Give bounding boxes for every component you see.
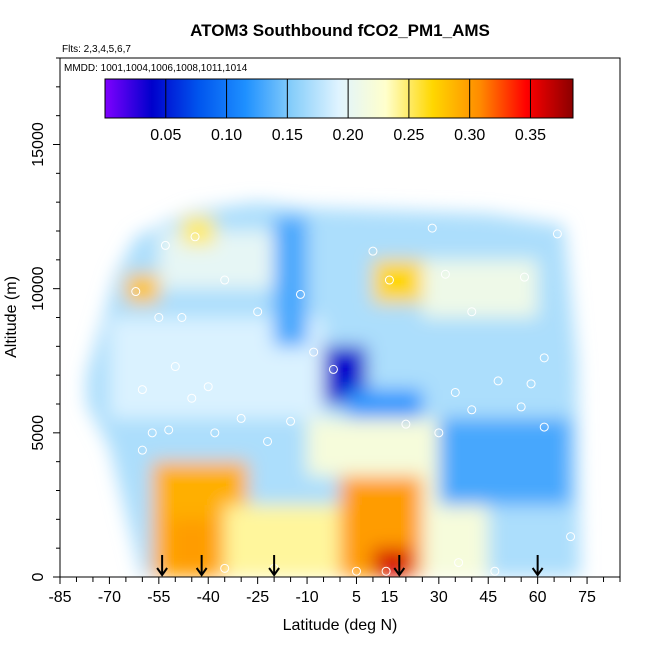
flights-note: Flts: 2,3,4,5,6,7 bbox=[62, 44, 131, 55]
sample-point bbox=[493, 376, 503, 386]
x-tick-label: -70 bbox=[98, 589, 121, 606]
sample-point bbox=[137, 385, 147, 395]
sample-point bbox=[220, 275, 230, 285]
sample-point bbox=[187, 393, 197, 403]
profile-arrow bbox=[531, 555, 544, 577]
sample-point bbox=[137, 445, 147, 455]
sample-point bbox=[526, 379, 536, 389]
heat-region bbox=[346, 389, 423, 419]
x-axis-title: Latitude (deg N) bbox=[283, 617, 398, 634]
x-tick-label: -25 bbox=[246, 589, 269, 606]
x-tick-label: 15 bbox=[381, 589, 399, 606]
heatmap-field bbox=[86, 202, 581, 577]
x-tick-label: -55 bbox=[147, 589, 170, 606]
sample-point bbox=[328, 364, 338, 374]
sample-point bbox=[368, 246, 378, 256]
x-tick-label: -10 bbox=[295, 589, 318, 606]
sample-point bbox=[434, 428, 444, 438]
heat-region bbox=[224, 504, 340, 577]
heat-region bbox=[438, 418, 571, 505]
sample-point bbox=[286, 416, 296, 426]
profile-arrows bbox=[156, 555, 544, 577]
sample-point bbox=[454, 558, 464, 568]
y-axis: 0 5000 10000 15000 bbox=[30, 57, 60, 581]
colorbar: 0.05 0.10 0.15 0.20 0.25 0.30 0.35 bbox=[104, 78, 574, 144]
sample-point bbox=[519, 272, 529, 282]
colorbar-tick-label: 0.25 bbox=[393, 127, 424, 144]
x-tick-label: 60 bbox=[529, 589, 547, 606]
heat-region bbox=[372, 548, 413, 577]
colorbar-tick-label: 0.10 bbox=[211, 127, 242, 144]
sample-point bbox=[401, 419, 411, 429]
colorbar-tick-label: 0.20 bbox=[333, 127, 364, 144]
sample-point bbox=[566, 532, 576, 542]
sample-points bbox=[131, 223, 576, 576]
colorbar-tick-label: 0.30 bbox=[454, 127, 485, 144]
x-tick-label: -40 bbox=[197, 589, 220, 606]
sample-point bbox=[552, 229, 562, 239]
sample-point bbox=[467, 405, 477, 415]
sample-point bbox=[263, 436, 273, 446]
sample-point bbox=[381, 566, 391, 576]
x-tick-label: 5 bbox=[352, 589, 361, 606]
sample-point bbox=[384, 275, 394, 285]
colorbar-tick-label: 0.05 bbox=[150, 127, 181, 144]
profile-arrow bbox=[156, 555, 168, 577]
sample-point bbox=[295, 289, 305, 299]
y-tick-label: 10000 bbox=[30, 266, 47, 311]
sample-point bbox=[147, 428, 157, 438]
sample-point bbox=[170, 362, 180, 372]
sample-point bbox=[236, 413, 246, 423]
profile-arrow bbox=[268, 555, 280, 577]
chart-title: ATOM3 Southbound fCO2_PM1_AMS bbox=[190, 21, 490, 40]
colorbar-tick-label: 0.35 bbox=[515, 127, 546, 144]
sample-point bbox=[164, 425, 174, 435]
heat-region bbox=[125, 274, 159, 304]
y-tick-label: 15000 bbox=[30, 122, 47, 167]
sample-point bbox=[516, 402, 526, 412]
sample-point bbox=[450, 387, 460, 397]
sample-point bbox=[490, 566, 500, 576]
profile-arrow bbox=[195, 555, 208, 577]
y-axis-title: Altitude (m) bbox=[3, 276, 20, 358]
colorbar-gradient bbox=[104, 78, 574, 119]
sample-point bbox=[253, 307, 263, 317]
sample-point bbox=[440, 269, 450, 279]
sample-point bbox=[190, 232, 200, 242]
mmdd-note: MMDD: 1001,1004,1006,1008,1011,1014 bbox=[64, 63, 248, 74]
heat-region bbox=[158, 231, 275, 289]
sample-point bbox=[539, 353, 549, 363]
x-tick-label: 45 bbox=[479, 589, 497, 606]
heat-region bbox=[274, 216, 308, 347]
x-tick-label: 30 bbox=[430, 589, 448, 606]
heat-region bbox=[307, 418, 439, 477]
heat-region bbox=[168, 519, 215, 577]
sample-point bbox=[210, 428, 220, 438]
sample-point bbox=[203, 382, 213, 392]
sample-point bbox=[467, 307, 477, 317]
sample-point bbox=[539, 422, 549, 432]
sample-point bbox=[177, 313, 187, 322]
heat-region bbox=[372, 259, 423, 304]
sample-point bbox=[160, 240, 170, 250]
heat-region bbox=[438, 317, 538, 390]
sample-point bbox=[427, 223, 437, 233]
sample-point bbox=[309, 347, 319, 357]
sample-point bbox=[154, 313, 164, 322]
x-tick-label: -85 bbox=[48, 589, 71, 606]
heat-region bbox=[181, 216, 215, 246]
sample-point bbox=[220, 563, 230, 573]
y-tick-label: 5000 bbox=[30, 415, 47, 451]
x-axis: -85 -70 -55 -40 -25 -10 5 15 30 45 60 75 bbox=[48, 577, 621, 606]
profile-arrow bbox=[393, 555, 406, 577]
heat-region bbox=[422, 259, 538, 318]
colorbar-tick-label: 0.15 bbox=[272, 127, 303, 144]
sample-point bbox=[131, 287, 141, 297]
x-tick-label: 75 bbox=[578, 589, 596, 606]
y-tick-label: 0 bbox=[30, 572, 47, 581]
sample-point bbox=[351, 566, 361, 576]
